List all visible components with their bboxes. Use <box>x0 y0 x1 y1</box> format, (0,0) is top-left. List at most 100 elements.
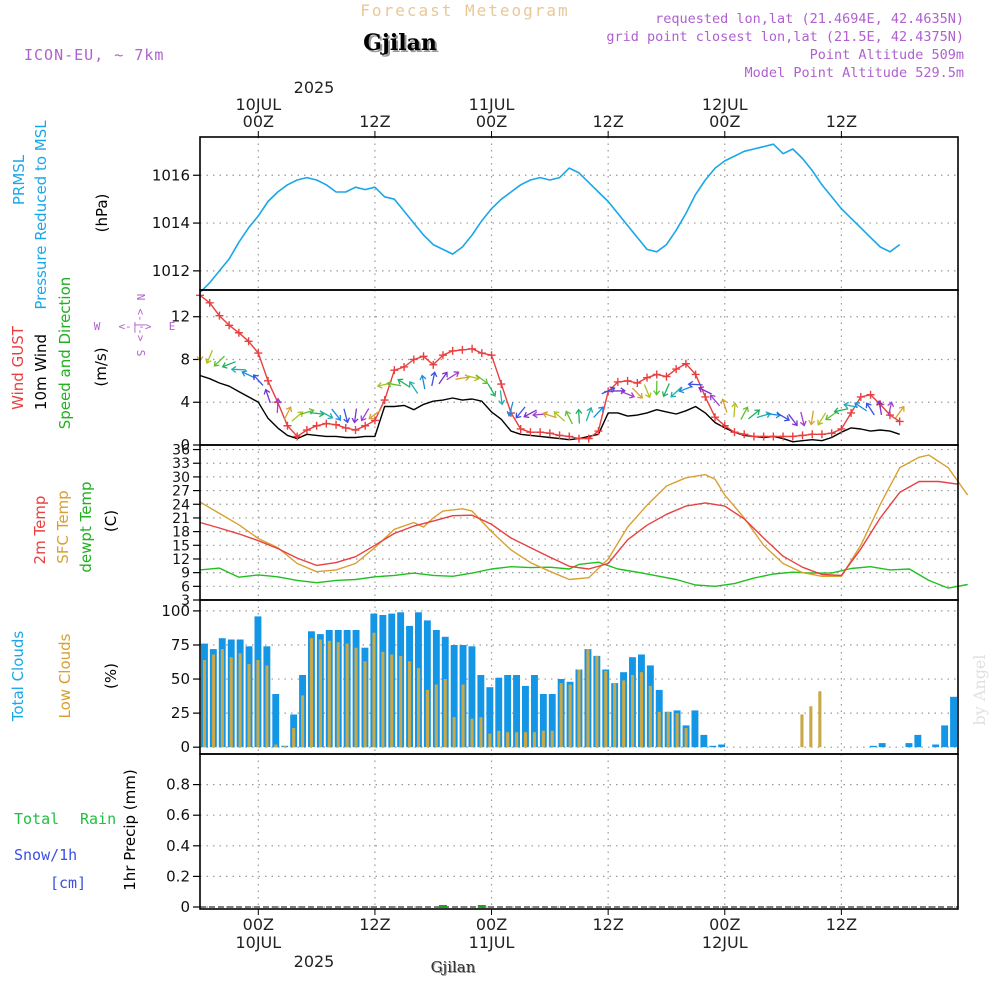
gust-marker <box>244 337 253 346</box>
arrow-head <box>754 409 761 416</box>
pressure-label-1: PRMSL <box>10 154 28 205</box>
temp-unit: (C) <box>102 510 120 532</box>
total-cloud-bar <box>450 645 458 748</box>
low-cloud-bar <box>202 660 206 748</box>
total-cloud-bar <box>548 694 556 748</box>
arrow-shaft <box>631 387 643 399</box>
low-cloud-bar <box>639 672 643 748</box>
gust-marker <box>623 376 632 385</box>
gust-marker <box>555 431 564 440</box>
gust-marker <box>477 349 486 358</box>
low-cloud-bar <box>408 661 412 748</box>
arrow-shaft <box>866 402 875 416</box>
total-cloud-bar <box>477 675 485 748</box>
precip-labels: Total Rain Snow/1h [cm] 1hr Precip (mm) <box>14 769 139 892</box>
rain-bar <box>477 905 486 908</box>
y-tick-label: 0.2 <box>166 867 190 885</box>
top-time-tick: 12Z <box>826 112 857 131</box>
arrow-head <box>230 365 237 373</box>
low-cloud-bar <box>622 680 626 748</box>
wind-direction-arrow <box>564 410 573 425</box>
gust-marker <box>448 346 457 355</box>
compass-s: S <box>134 350 147 357</box>
bottom-date-label: 11JUL <box>469 933 515 952</box>
arrow-head <box>709 394 716 401</box>
low-cloud-bar <box>595 655 599 748</box>
gust-marker <box>749 432 758 441</box>
gust-marker <box>701 392 710 401</box>
bottom-time-tick: 00Z <box>476 915 507 934</box>
bottom-year: 2025 <box>294 952 335 971</box>
panel-3: 0 25 50 75 100 <box>161 599 959 756</box>
sfc-temp-line <box>199 454 969 581</box>
bottom-time-tick: 12Z <box>826 915 857 934</box>
y-tick-label: 15 <box>172 538 190 554</box>
panel-4: 0 0.2 0.4 0.6 0.8 <box>166 753 959 916</box>
gust-marker <box>769 432 778 441</box>
gust-marker <box>215 311 224 320</box>
gust-marker <box>341 423 350 432</box>
y-tick-label: 1012 <box>152 262 190 280</box>
bottom-location-shadow: Gjilan <box>432 959 477 977</box>
arrow-shaft <box>688 383 703 386</box>
top-time-tick: 00Z <box>709 112 740 131</box>
wind-direction-arrow <box>731 402 739 418</box>
pressure-labels: PRMSL Pressure Reduced to MSL (hPa) <box>10 120 111 310</box>
top-year: 2025 <box>294 78 335 97</box>
wind-direction-arrow <box>241 370 256 379</box>
low-cloud-bar <box>524 732 528 748</box>
cloud-label-low: Low Clouds <box>56 633 74 718</box>
low-cloud-bar <box>666 711 670 748</box>
arrow-shaft <box>825 410 838 421</box>
arrow-head <box>430 371 438 378</box>
gust-marker <box>225 321 234 330</box>
wind-direction-arrow <box>475 374 489 385</box>
total-cloud-bar <box>932 744 940 748</box>
gust-marker <box>847 408 856 417</box>
gust-marker <box>526 428 535 437</box>
total-cloud-bar <box>709 745 717 748</box>
gust-marker <box>429 360 438 369</box>
arrow-head <box>542 411 549 418</box>
wind-direction-arrow <box>542 411 557 419</box>
arrow-shaft <box>515 406 526 419</box>
gust-marker <box>312 421 321 430</box>
arrow-head <box>532 411 538 419</box>
low-cloud-bar <box>336 642 340 748</box>
top-time-axis: 00Z 12Z 00Z 12Z 00Z 12Z 10JUL 11JUL 12JUL <box>235 95 857 137</box>
wind-direction-arrow <box>720 398 728 413</box>
gust-marker <box>740 430 749 439</box>
arrow-shaft <box>788 413 798 426</box>
bottom-time-tick: 12Z <box>359 915 390 934</box>
arrow-shaft <box>309 412 324 415</box>
wind-direction-arrow <box>670 386 682 398</box>
gust-marker <box>613 377 622 386</box>
temp-label-sfc: SFC Temp <box>54 490 72 563</box>
bottom-time-axis: 00Z 12Z 00Z 12Z 00Z 12Z 10JUL 11JUL 12JUL <box>235 909 857 952</box>
gust-marker <box>856 392 865 401</box>
low-cloud-bar <box>327 640 331 748</box>
arrow-head <box>720 398 728 405</box>
wind-direction-arrow <box>263 388 271 404</box>
wind-direction-arrow <box>575 408 583 424</box>
arrow-head <box>687 380 694 388</box>
low-cloud-bar <box>274 744 278 748</box>
arrow-shaft <box>241 371 256 379</box>
arrow-head <box>408 381 415 387</box>
gust-marker <box>837 424 846 433</box>
arrow-shaft <box>733 403 736 418</box>
low-cloud-bar <box>684 728 688 748</box>
arrow-head <box>887 401 895 408</box>
arrow-shaft <box>508 402 514 417</box>
arrow-head <box>376 381 383 389</box>
forecast-title: Forecast Meteogram <box>360 1 569 20</box>
gust-marker <box>575 434 583 443</box>
arrow-head <box>653 390 661 396</box>
arrow-head <box>620 387 626 395</box>
gust-marker <box>584 434 593 443</box>
arrow-head <box>678 386 685 394</box>
total-cloud-bar <box>423 620 431 748</box>
arrow-head <box>661 391 669 398</box>
dewpt-line <box>199 561 968 589</box>
